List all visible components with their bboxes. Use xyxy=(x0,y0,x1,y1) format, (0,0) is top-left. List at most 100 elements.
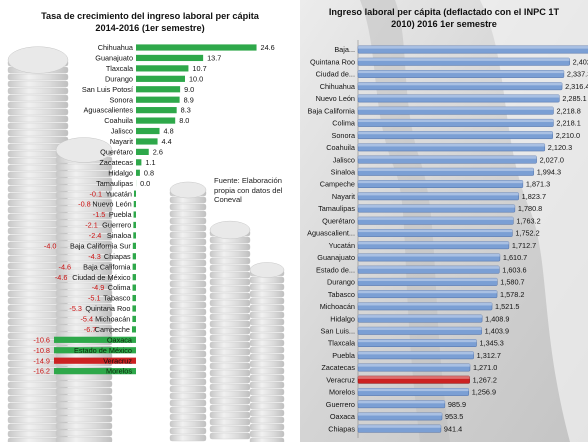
growth-value-label: -1.5 xyxy=(93,210,106,219)
income-category-label: Sinaloa xyxy=(331,168,356,177)
income-bar-group: Baja California 2,218.8 xyxy=(308,106,581,115)
growth-bar-group: Tlaxcala 10.7 xyxy=(106,64,207,73)
growth-bar-group: Yucatán -0.1 xyxy=(89,189,136,198)
growth-value-label: 24.6 xyxy=(261,43,275,52)
income-bar-group: Tlaxcala 1,345.3 xyxy=(328,339,504,348)
growth-bar-group: Aguascalientes 8.3 xyxy=(84,106,191,115)
income-bar xyxy=(357,290,498,299)
income-bar-group: Oaxaca 953.5 xyxy=(330,412,463,421)
growth-chart-title: Tasa de crecimiento del ingreso laboral … xyxy=(0,10,300,34)
growth-category-label: Morelos xyxy=(106,367,132,376)
income-category-label: Hidalgo xyxy=(330,314,355,323)
income-bar xyxy=(357,106,554,115)
growth-category-label: Guerrero xyxy=(102,221,131,230)
growth-value-label: 4.4 xyxy=(162,137,172,146)
income-bar xyxy=(357,192,519,201)
income-bar xyxy=(357,82,563,91)
growth-bar xyxy=(136,117,176,124)
growth-category-label: Colima xyxy=(108,283,132,292)
growth-value-label: -4.3 xyxy=(88,252,101,261)
growth-category-label: Veracruz xyxy=(103,356,132,365)
income-category-label: San Luis... xyxy=(321,326,355,335)
income-value-label: 1,312.7 xyxy=(477,351,501,360)
income-category-label: Estado de... xyxy=(316,265,355,274)
income-bar xyxy=(357,351,474,360)
income-bar-shine xyxy=(358,204,515,208)
growth-bar xyxy=(54,368,136,375)
income-bar-group: Michoacán 1,521.5 xyxy=(320,302,520,311)
growth-category-label: Nayarit xyxy=(110,137,133,146)
source-note-line-3: Coneval xyxy=(214,195,242,204)
income-bar xyxy=(357,180,524,188)
growth-value-label: -5.1 xyxy=(88,294,101,303)
income-bar-shine xyxy=(358,192,519,196)
growth-value-label: -4.0 xyxy=(44,241,57,250)
growth-value-label: 10.7 xyxy=(192,64,206,73)
growth-bar-group: Veracruz -14.9 xyxy=(33,356,136,365)
income-value-label: 1,871.3 xyxy=(526,180,550,189)
income-category-label: Tamaulipas xyxy=(318,204,355,213)
growth-bar-group: Estado de México -10.8 xyxy=(33,346,136,355)
income-bar-shine xyxy=(358,217,514,220)
income-category-label: Guanajuato xyxy=(317,253,355,262)
source-note-line-1: Fuente: Elaboración xyxy=(214,176,282,185)
growth-value-label: -14.9 xyxy=(33,356,50,365)
income-bar xyxy=(357,57,570,66)
growth-bar xyxy=(131,326,136,333)
income-value-label: 1,994.3 xyxy=(537,168,561,177)
growth-bar-group: Tabasco-5.1 xyxy=(88,294,136,303)
income-value-label: 1,780.8 xyxy=(518,204,542,213)
income-bar-shine xyxy=(358,143,545,147)
growth-bar xyxy=(136,169,140,176)
income-bar xyxy=(357,45,588,54)
income-bar-group: Ciudad de... 2,337.3 xyxy=(316,70,588,79)
growth-bar xyxy=(133,221,136,229)
growth-value-label: -4.9 xyxy=(92,283,105,292)
income-category-label: Campeche xyxy=(320,180,355,189)
income-bar xyxy=(357,216,514,225)
income-title-line-1: Ingreso laboral per cápita (deflactado c… xyxy=(328,7,560,17)
income-category-label: Morelos xyxy=(329,388,355,397)
growth-bar-group: Baja California Sur -4.0 xyxy=(44,241,136,250)
growth-value-label: -4.6 xyxy=(59,262,72,271)
growth-bar-group: Coahuila 8.0 xyxy=(104,116,189,125)
income-value-label: 1,267.2 xyxy=(473,375,497,384)
growth-bar-group: Jalisco 4.8 xyxy=(111,127,174,136)
income-value-label: 2,402.6 xyxy=(573,57,588,66)
income-bar-group: Sinaloa 1,994.3 xyxy=(331,168,561,177)
income-bar-group: Morelos 1,256.9 xyxy=(329,388,496,397)
income-bar-group: Guerrero 985.9 xyxy=(326,400,466,409)
growth-bar xyxy=(136,65,189,72)
income-category-label: Yucatán xyxy=(329,241,355,250)
income-bar xyxy=(357,363,471,372)
growth-bar xyxy=(132,263,136,270)
income-category-label: Nuevo León xyxy=(316,94,355,103)
growth-value-label: -0.1 xyxy=(89,189,102,198)
growth-bar xyxy=(136,54,204,62)
growth-bar-group: Ciudad de México -4.6 xyxy=(55,273,136,282)
growth-value-label: -16.2 xyxy=(33,367,50,376)
growth-bar-group: Oaxaca -10.6 xyxy=(33,335,136,344)
income-category-label: Coahuila xyxy=(326,143,356,152)
growth-value-label: 10.0 xyxy=(189,74,203,83)
income-value-label: 2,285.1 xyxy=(562,94,586,103)
growth-category-label: Chiapas xyxy=(104,252,131,261)
source-note: Fuente: Elaboración propia con datos del… xyxy=(214,176,298,205)
income-bar-shine xyxy=(358,94,560,98)
growth-bar xyxy=(133,232,136,239)
income-bar xyxy=(357,155,537,164)
income-bar-shine xyxy=(358,351,474,355)
growth-bar-group: Quintana Roo-5.3 xyxy=(69,304,136,313)
income-bar-group: Chihuahua 2,316.4 xyxy=(320,82,588,91)
growth-value-label: 8.3 xyxy=(181,106,191,115)
growth-category-label: Tlaxcala xyxy=(106,64,134,73)
growth-category-label: Guanajuato xyxy=(95,54,133,63)
income-bar-shine xyxy=(358,314,483,318)
growth-bar xyxy=(132,294,136,302)
growth-value-label: 13.7 xyxy=(207,54,221,63)
income-bar-shine xyxy=(358,388,469,392)
growth-bar-group: Campeche-6.7 xyxy=(84,325,136,334)
income-category-label: Ciudad de... xyxy=(316,70,355,79)
income-bar xyxy=(357,265,500,274)
income-bar-group: Sonora 2,210.0 xyxy=(331,131,580,140)
